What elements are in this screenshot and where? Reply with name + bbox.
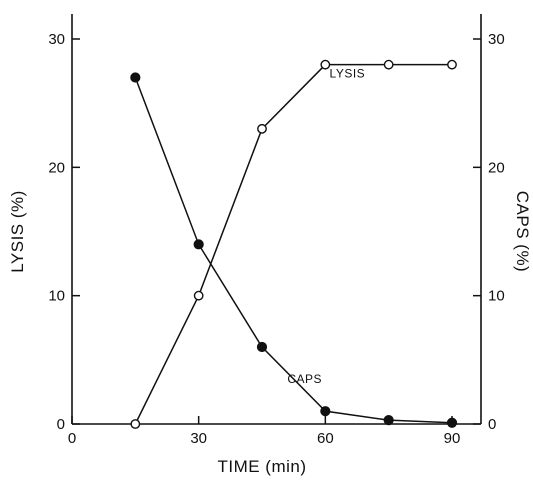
left-y-tick-label-0: 0 bbox=[57, 416, 65, 433]
caps-point-75 bbox=[383, 415, 394, 426]
lysis-point-15 bbox=[130, 419, 141, 429]
right-y-tick-label-10: 10 bbox=[488, 288, 505, 305]
left-y-axis-title: LYSIS (%) bbox=[8, 190, 27, 273]
axis-ticks: 0 30 60 90 0 10 20 30 0 10 20 30 bbox=[48, 31, 504, 447]
lysis-point-45 bbox=[257, 123, 267, 134]
lysis-point-75 bbox=[383, 59, 394, 70]
caps-point-90 bbox=[446, 417, 458, 428]
x-tick-label-30: 30 bbox=[190, 430, 207, 447]
caps-point-45 bbox=[256, 341, 268, 353]
left-y-tick-label-30: 30 bbox=[48, 31, 65, 48]
right-y-axis-title: CAPS (%) bbox=[513, 191, 532, 272]
series-layer bbox=[130, 59, 458, 429]
caps-series-line bbox=[134, 77, 453, 424]
lysis-point-30 bbox=[193, 290, 204, 301]
lysis-point-60 bbox=[320, 59, 331, 70]
caps-point-60 bbox=[320, 406, 331, 417]
left-y-tick-label-10: 10 bbox=[48, 288, 65, 305]
annotation-layer: LYSIS CAPS bbox=[287, 67, 366, 386]
right-y-tick-label-0: 0 bbox=[488, 416, 496, 433]
x-tick-label-0: 0 bbox=[68, 430, 76, 447]
lysis-annotation-label: LYSIS bbox=[330, 67, 366, 81]
right-y-tick-label-20: 20 bbox=[488, 159, 505, 176]
caps-annotation-label: CAPS bbox=[287, 372, 322, 386]
lysis-series-line bbox=[134, 63, 452, 425]
x-axis-title: TIME (min) bbox=[217, 457, 306, 476]
lysis-point-90 bbox=[447, 59, 457, 70]
caps-point-30 bbox=[193, 239, 204, 250]
right-y-tick-label-30: 30 bbox=[488, 31, 505, 48]
x-tick-label-90: 90 bbox=[444, 430, 461, 447]
caps-point-15 bbox=[130, 72, 141, 83]
left-y-tick-label-20: 20 bbox=[48, 159, 65, 176]
x-tick-label-60: 60 bbox=[317, 430, 334, 447]
